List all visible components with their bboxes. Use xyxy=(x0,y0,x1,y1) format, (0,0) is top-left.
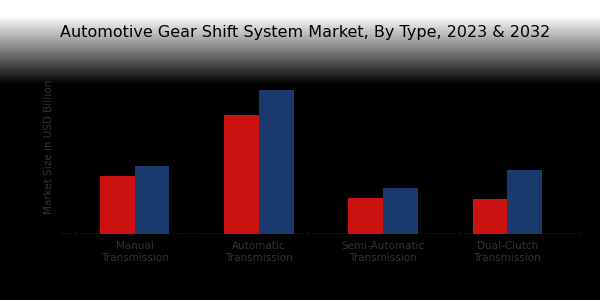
Y-axis label: Market Size in USD Billion: Market Size in USD Billion xyxy=(44,80,55,214)
Text: Automotive Gear Shift System Market, By Type, 2023 & 2032: Automotive Gear Shift System Market, By … xyxy=(60,26,550,40)
Bar xyxy=(349,198,383,234)
Bar xyxy=(473,199,508,234)
Bar xyxy=(224,116,259,234)
Bar xyxy=(259,90,293,234)
Bar xyxy=(100,176,134,234)
Bar xyxy=(508,169,542,234)
Bar xyxy=(383,188,418,234)
Bar xyxy=(134,166,169,234)
Text: 4.5: 4.5 xyxy=(101,164,120,173)
